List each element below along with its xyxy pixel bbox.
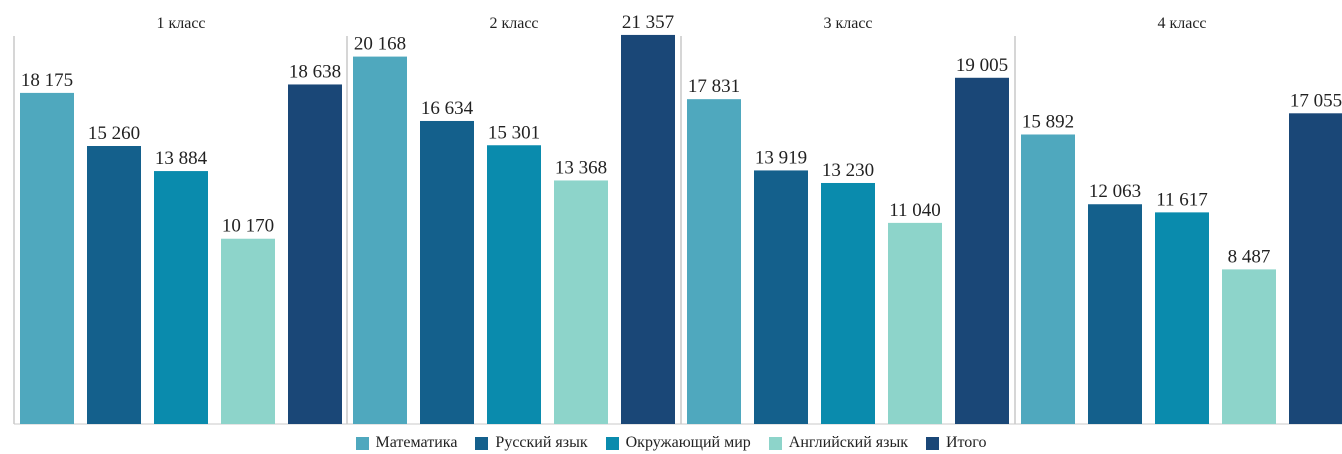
legend-label: Окружающий мир xyxy=(625,434,751,451)
bar xyxy=(888,222,942,424)
bar xyxy=(955,77,1009,425)
bar xyxy=(420,120,474,424)
bar xyxy=(754,170,808,424)
data-label: 18 638 xyxy=(289,61,341,82)
legend-label: Русский язык xyxy=(495,434,588,451)
data-label: 12 063 xyxy=(1089,181,1141,202)
bar xyxy=(687,99,741,424)
bar xyxy=(554,180,608,424)
legend: Математика Русский язык Окружающий мир Англ… xyxy=(0,432,1342,454)
group-label: 1 класс xyxy=(156,15,205,32)
data-label: 15 260 xyxy=(88,123,140,144)
bar xyxy=(621,34,675,424)
bar xyxy=(87,146,141,424)
legend-label: Английский язык xyxy=(788,434,908,451)
data-label: 18 175 xyxy=(21,70,73,91)
legend-item: Русский язык xyxy=(475,434,588,452)
legend-swatch xyxy=(355,436,369,450)
group-label: 3 класс xyxy=(823,15,872,32)
data-label: 13 368 xyxy=(555,157,607,178)
data-label: 17 831 xyxy=(688,76,740,97)
bar xyxy=(154,171,208,424)
bar xyxy=(821,182,875,424)
data-label: 17 055 xyxy=(1290,90,1342,111)
data-label: 16 634 xyxy=(421,98,474,119)
legend-item: Английский язык xyxy=(768,434,908,452)
bar xyxy=(1289,113,1342,424)
legend-label: Математика xyxy=(375,434,458,451)
data-label: 13 919 xyxy=(755,147,807,168)
data-label: 8 487 xyxy=(1228,246,1271,267)
data-label: 15 301 xyxy=(488,122,540,143)
bar xyxy=(1021,134,1075,425)
legend-swatch xyxy=(605,436,619,450)
legend-swatch xyxy=(768,436,782,450)
data-label: 21 357 xyxy=(622,12,674,33)
data-label: 13 884 xyxy=(155,148,208,169)
data-label: 11 617 xyxy=(1156,189,1208,210)
bar xyxy=(1222,269,1276,424)
data-label: 19 005 xyxy=(956,55,1008,76)
legend-item: Окружающий мир xyxy=(605,434,751,452)
bar xyxy=(487,145,541,425)
bar xyxy=(1088,204,1142,424)
legend-swatch xyxy=(925,436,939,450)
legend-swatch xyxy=(475,436,489,450)
legend-item: Итого xyxy=(925,434,987,452)
bar xyxy=(221,238,275,424)
chart: 1 класс 18 175 15 260 13 884 10 170 18 638 2 к… xyxy=(13,12,1342,425)
data-label: 11 040 xyxy=(889,200,941,221)
bar xyxy=(20,92,74,424)
bar xyxy=(1155,212,1209,424)
data-label: 10 170 xyxy=(222,216,274,237)
bar xyxy=(353,56,407,425)
data-label: 15 892 xyxy=(1022,111,1074,132)
data-label: 20 168 xyxy=(354,34,406,55)
legend-item: Математика xyxy=(355,434,458,452)
group-label: 2 класс xyxy=(489,15,538,32)
data-label: 13 230 xyxy=(822,160,874,181)
group-label: 4 класс xyxy=(1157,15,1206,32)
legend-label: Итого xyxy=(945,434,987,451)
bar xyxy=(288,84,342,424)
